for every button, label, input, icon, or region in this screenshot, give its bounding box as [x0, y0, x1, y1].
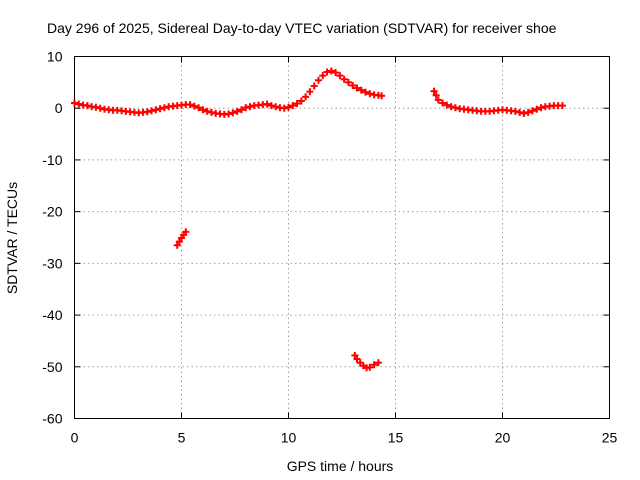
data-point — [511, 107, 519, 115]
data-point — [558, 102, 566, 110]
y-tick-label: -60 — [42, 411, 62, 427]
data-point — [366, 363, 374, 371]
data-point — [173, 241, 181, 249]
x-tick-label: 20 — [495, 430, 511, 446]
data-point — [357, 86, 365, 94]
data-point — [447, 103, 455, 111]
data-point — [439, 99, 447, 107]
y-tick-label: -20 — [42, 204, 62, 220]
data-point — [175, 238, 183, 246]
y-tick-label: -30 — [42, 255, 62, 271]
plot-frame — [74, 56, 610, 419]
x-tick-label: 0 — [71, 430, 79, 446]
data-point — [302, 93, 310, 101]
data-point — [233, 107, 241, 115]
data-point — [263, 100, 271, 108]
data-point — [310, 82, 318, 90]
data-point — [528, 107, 536, 115]
data-point — [96, 104, 104, 112]
data-point — [332, 69, 340, 77]
y-tick-label: 10 — [47, 49, 63, 65]
data-point — [160, 104, 168, 112]
data-point — [443, 101, 451, 109]
data-point — [374, 359, 382, 367]
data-point — [366, 90, 374, 98]
data-point — [353, 84, 361, 92]
data-point — [516, 108, 524, 116]
y-axis-label: SDTVAR / TECUs — [4, 182, 20, 294]
y-tick-label: -50 — [42, 359, 62, 375]
data-series-sdtvar — [71, 67, 566, 372]
data-point — [349, 81, 357, 89]
data-point — [319, 72, 327, 80]
data-point — [344, 78, 352, 86]
data-point — [451, 104, 459, 112]
data-point — [327, 67, 335, 75]
data-point — [246, 103, 254, 111]
data-point — [156, 105, 164, 113]
x-tick-label: 15 — [388, 430, 404, 446]
data-point — [186, 101, 194, 109]
data-point — [203, 107, 211, 115]
data-point — [152, 106, 160, 114]
data-point — [242, 104, 250, 112]
data-point — [293, 100, 301, 108]
data-point — [83, 102, 91, 110]
x-tick-label: 10 — [281, 430, 297, 446]
data-point — [280, 104, 288, 112]
data-point — [362, 88, 370, 96]
data-point — [306, 88, 314, 96]
tick-labels: 0 5 10 15 20 25 10 0 -10 -20 -30 -40 -50 -60 — [42, 49, 617, 446]
data-point — [182, 228, 190, 236]
x-axis-label: GPS time / hours — [287, 458, 394, 474]
data-point — [267, 102, 275, 110]
data-point — [207, 108, 215, 116]
y-tick-label: -40 — [42, 307, 62, 323]
data-point — [75, 100, 83, 108]
grid-lines — [74, 56, 610, 419]
data-point — [370, 361, 378, 369]
data-point — [237, 106, 245, 114]
data-point — [434, 96, 442, 104]
data-point — [148, 107, 156, 115]
data-point — [225, 110, 233, 118]
data-point — [297, 97, 305, 105]
x-tick-label: 5 — [178, 430, 186, 446]
chart-title: Day 296 of 2025, Sidereal Day-to-day VTE… — [47, 20, 557, 36]
data-point — [524, 108, 532, 116]
data-point — [351, 351, 359, 359]
data-point — [432, 91, 440, 99]
data-point — [430, 87, 438, 95]
data-point — [336, 72, 344, 80]
data-point — [229, 109, 237, 117]
data-point — [195, 104, 203, 112]
data-point — [537, 104, 545, 112]
data-point — [285, 103, 292, 111]
data-point — [190, 102, 198, 110]
data-point — [520, 109, 528, 117]
data-point — [378, 92, 386, 100]
y-tick-label: -10 — [42, 152, 62, 168]
x-tick-label: 25 — [602, 430, 618, 446]
data-point — [289, 102, 297, 110]
data-point — [533, 105, 541, 113]
data-point — [340, 75, 348, 83]
data-point — [199, 106, 207, 114]
data-point — [314, 76, 322, 84]
data-point — [92, 103, 100, 111]
data-point — [143, 108, 151, 116]
data-point — [272, 103, 280, 111]
axis-ticks — [74, 56, 610, 419]
y-tick-label: 0 — [55, 100, 63, 116]
data-point — [71, 99, 78, 107]
data-point — [353, 355, 361, 363]
data-point — [323, 68, 331, 76]
